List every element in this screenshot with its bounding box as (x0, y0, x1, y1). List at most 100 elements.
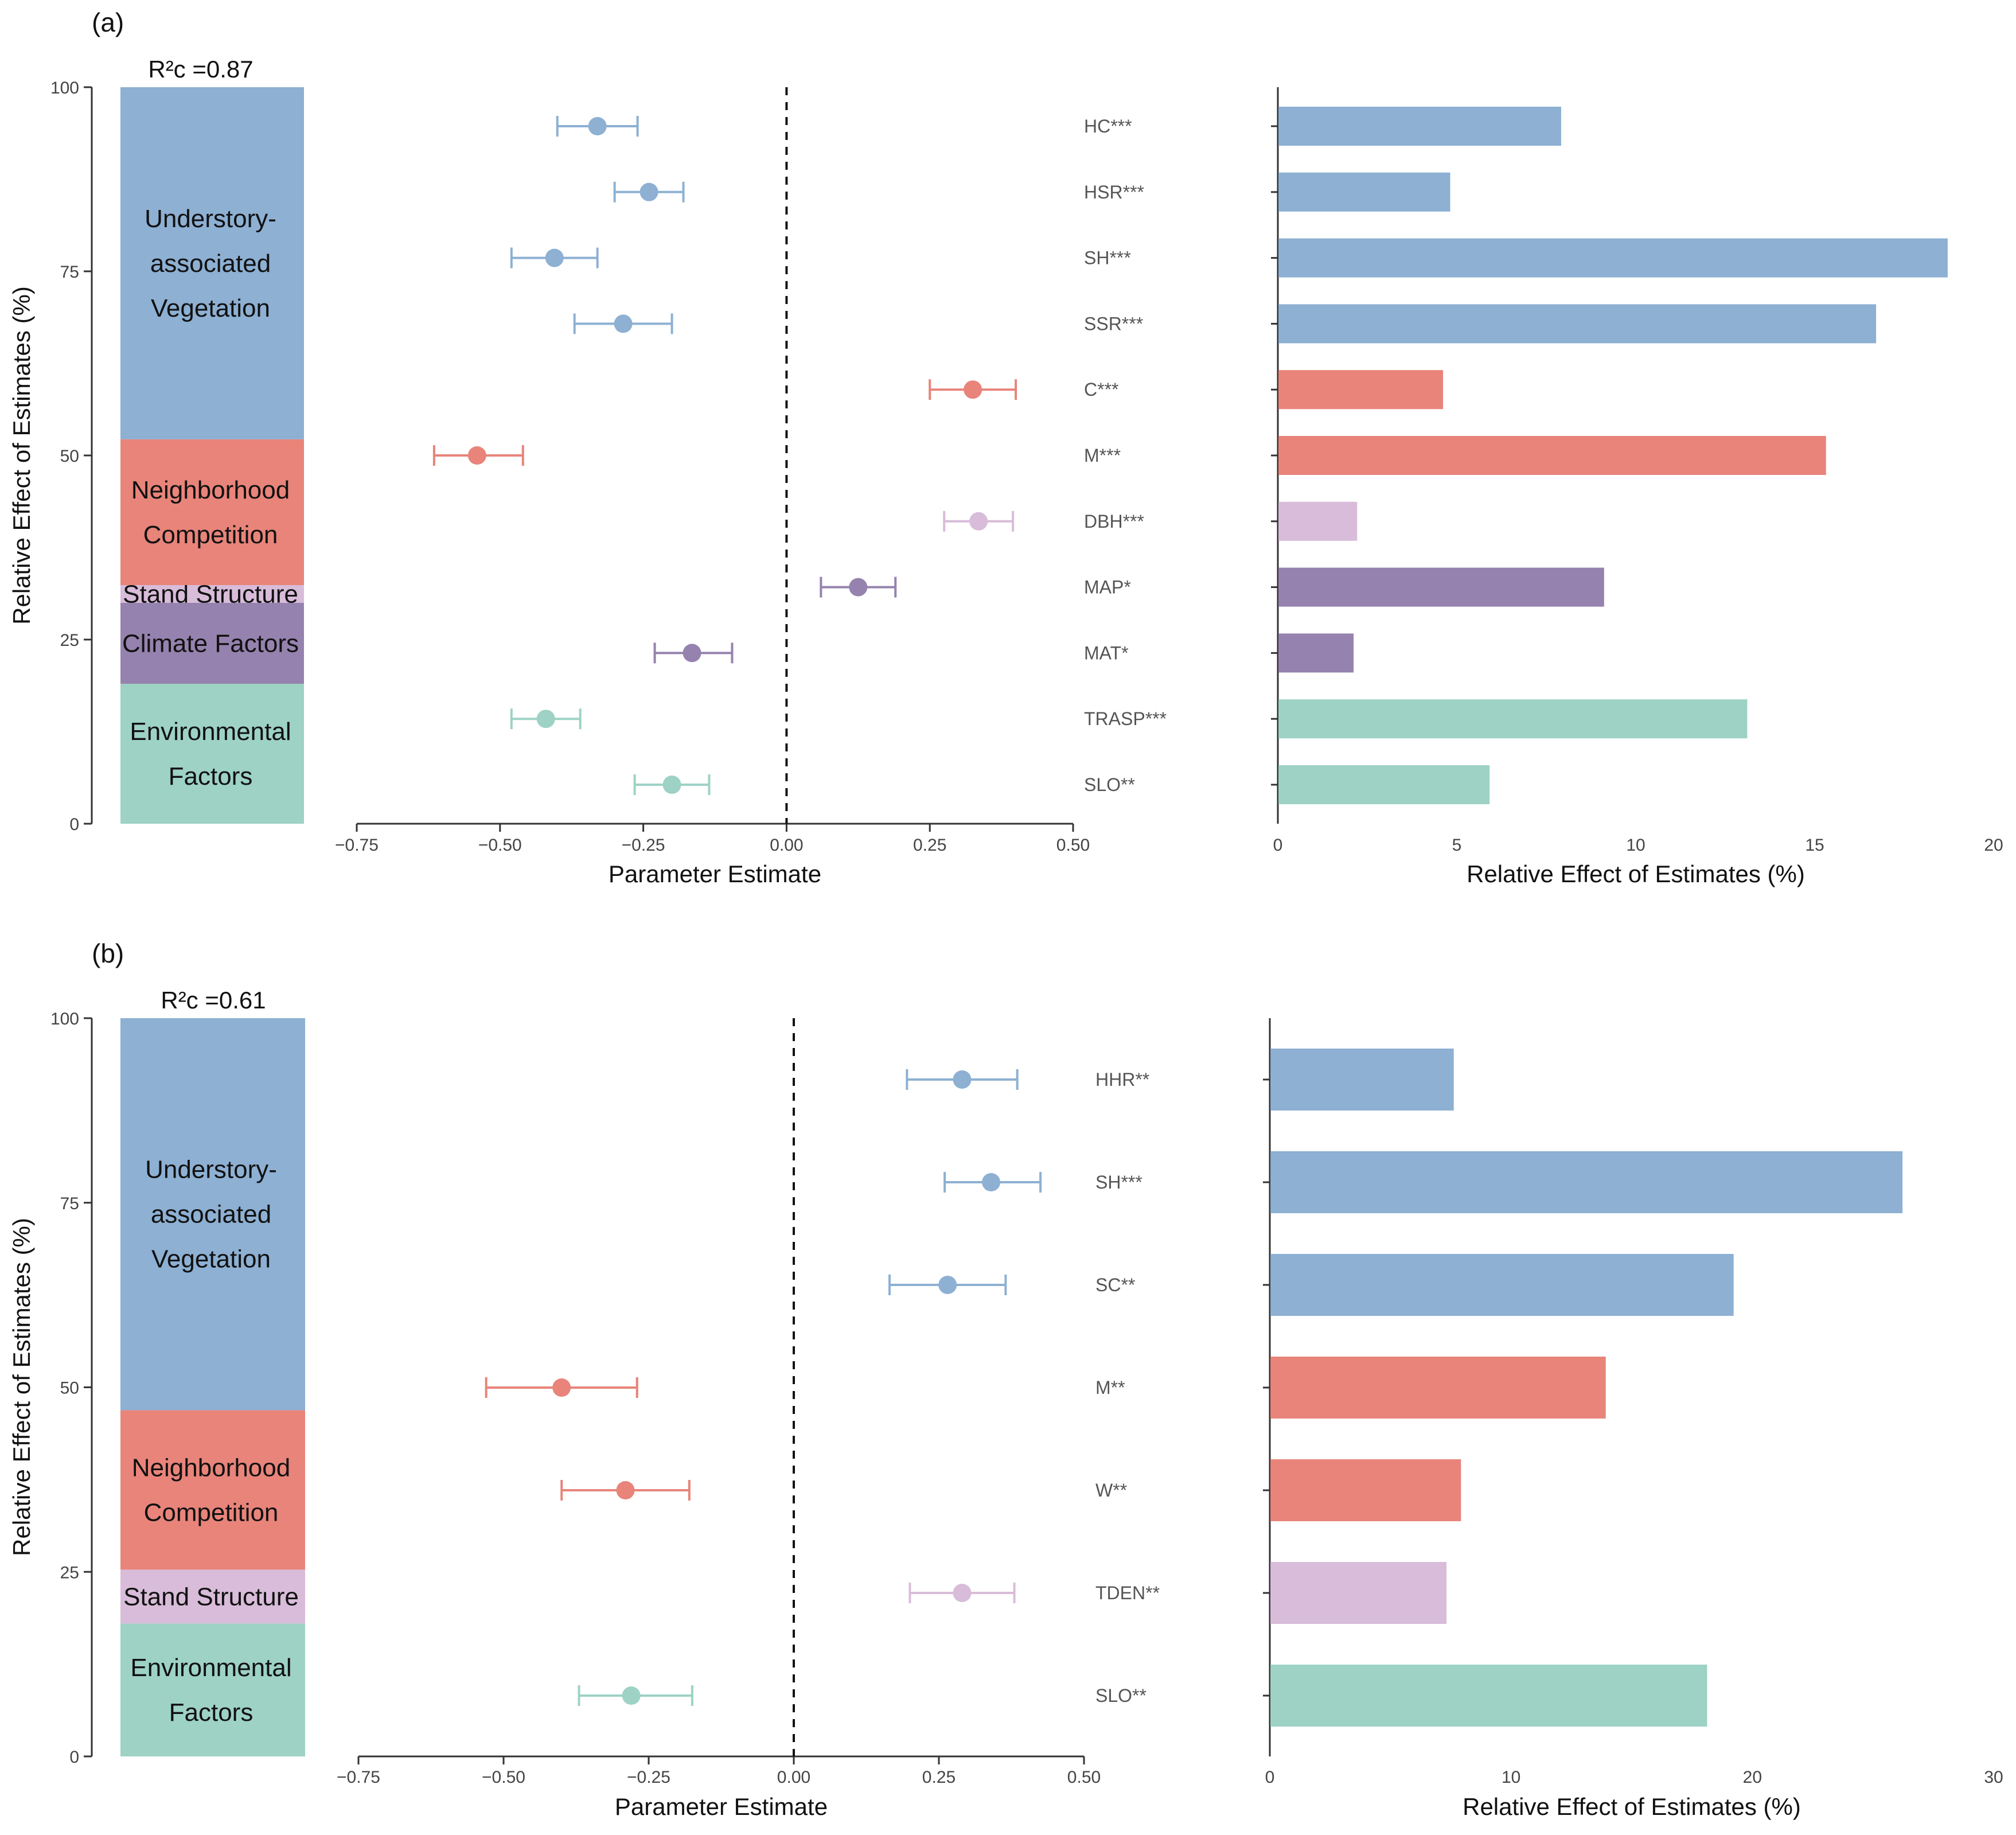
group-label: Competition (143, 521, 278, 549)
estimate-point (982, 1173, 1001, 1191)
relative-effect-bar (1278, 765, 1490, 804)
bar-x-tick-label: 10 (1502, 1768, 1520, 1787)
variable-label: SSR*** (1084, 313, 1143, 334)
stack-segment-climate (120, 602, 304, 684)
variable-label: SH*** (1084, 248, 1131, 268)
relative-effect-bar (1270, 1357, 1606, 1419)
relative-effect-bar (1278, 567, 1604, 607)
y-axis-title: Relative Effect of Estimates (%) (8, 286, 35, 625)
group-label: Vegetation (151, 1245, 271, 1273)
bar-x-tick-label: 0 (1273, 836, 1283, 855)
panel-label: (a) (92, 7, 124, 37)
stack-segment-competition (120, 1410, 305, 1570)
x-tick-label: 0.25 (913, 836, 946, 855)
stack-segment-environment (120, 684, 304, 824)
stack-segment-stand (120, 1569, 305, 1624)
bar-x-tick-label: 30 (1984, 1768, 2003, 1787)
x-tick-label: 0.50 (1056, 836, 1090, 855)
group-label: Factors (169, 1698, 254, 1727)
bar-x-axis-title: Relative Effect of Estimates (%) (1467, 860, 1805, 887)
relative-effect-bar (1270, 1665, 1707, 1727)
relative-effect-bar (1270, 1562, 1447, 1624)
variable-label: M** (1095, 1377, 1125, 1398)
estimate-point (616, 1481, 635, 1499)
x-tick-label: −0.50 (482, 1768, 525, 1787)
y-tick-label: 100 (50, 79, 79, 98)
panel-b: (b) R²c =0.61 Environmental Factors Stand St… (8, 938, 2003, 1820)
relative-effect-bar (1270, 1151, 1903, 1213)
stack-segment-understory (120, 1018, 305, 1411)
variable-label: MAP* (1084, 577, 1131, 598)
group-label: Vegetation (151, 294, 270, 322)
y-tick-label: 25 (60, 1563, 79, 1582)
y-tick-label: 50 (60, 1379, 79, 1398)
group-label: Environmental (130, 1654, 291, 1682)
x-tick-label: 0.00 (777, 1768, 810, 1787)
r2-label: R²c =0.61 (161, 987, 266, 1014)
x-axis-title: Parameter Estimate (609, 860, 821, 887)
estimate-point (849, 578, 868, 597)
variable-label: HHR** (1095, 1069, 1149, 1090)
estimate-point (467, 446, 486, 465)
estimate-point (938, 1276, 957, 1294)
group-label: Neighborhood (131, 476, 290, 504)
relative-effect-bar (1278, 172, 1450, 212)
bar-x-axis-title: Relative Effect of Estimates (%) (1463, 1793, 1801, 1820)
panel-label: (b) (92, 938, 124, 968)
group-label: Neighborhood (132, 1454, 290, 1482)
estimate-point (953, 1070, 972, 1089)
y-tick-label: 75 (60, 263, 79, 282)
panel-a: (a) R²c =0.87 Environmental Factors Climate … (8, 7, 2003, 887)
x-tick-label: −0.25 (627, 1768, 670, 1787)
variable-label: TRASP*** (1084, 708, 1167, 729)
x-tick-label: 0.00 (770, 836, 803, 855)
relative-effect-bar (1278, 436, 1826, 475)
variable-label: TDEN** (1095, 1583, 1160, 1603)
variable-label: W** (1095, 1480, 1127, 1501)
variable-label: M*** (1084, 445, 1121, 466)
r2-label: R²c =0.87 (148, 56, 253, 83)
estimate-point (552, 1378, 571, 1397)
group-label: Climate Factors (122, 629, 299, 657)
estimate-point (662, 776, 681, 794)
relative-effect-bar (1278, 370, 1444, 410)
x-tick-label: 0.50 (1067, 1768, 1101, 1787)
stack-segment-understory (120, 87, 304, 439)
y-tick-label: 100 (50, 1010, 79, 1028)
variable-label: SH*** (1095, 1172, 1142, 1193)
stack-segment-competition (120, 439, 304, 585)
group-label: Factors (169, 762, 253, 790)
group-label: Understory- (145, 1156, 277, 1184)
relative-effect-bar (1278, 633, 1354, 673)
group-label: Environmental (130, 718, 291, 746)
stack-segment-environment (120, 1623, 305, 1756)
variable-label: SC** (1095, 1275, 1135, 1295)
relative-effect-bar (1278, 501, 1358, 541)
relative-effect-bar (1278, 107, 1561, 146)
x-tick-label: −0.25 (622, 836, 665, 855)
y-tick-label: 25 (60, 631, 79, 650)
y-tick-label: 50 (60, 447, 79, 466)
estimate-point (536, 710, 555, 728)
bar-x-tick-label: 5 (1452, 836, 1462, 855)
bar-x-tick-label: 20 (1743, 1768, 1762, 1787)
stack-segment-stand (120, 585, 304, 603)
variable-label: HC*** (1084, 116, 1132, 137)
bar-x-tick-label: 0 (1265, 1768, 1275, 1787)
estimate-point (588, 117, 607, 135)
bar-x-tick-label: 10 (1626, 836, 1645, 855)
estimate-point (545, 248, 564, 267)
x-tick-label: −0.50 (478, 836, 522, 855)
variable-label: DBH*** (1084, 511, 1144, 532)
relative-effect-bar (1278, 699, 1748, 739)
relative-effect-bar (1278, 238, 1948, 278)
group-label: Competition (144, 1498, 279, 1526)
estimate-point (953, 1584, 972, 1602)
relative-effect-bar (1270, 1049, 1454, 1111)
y-tick-label: 0 (69, 1748, 79, 1767)
estimate-point (683, 644, 701, 663)
group-label: associated (151, 1201, 271, 1229)
relative-effect-bar (1270, 1459, 1461, 1521)
bar-x-tick-label: 20 (1984, 836, 2003, 855)
